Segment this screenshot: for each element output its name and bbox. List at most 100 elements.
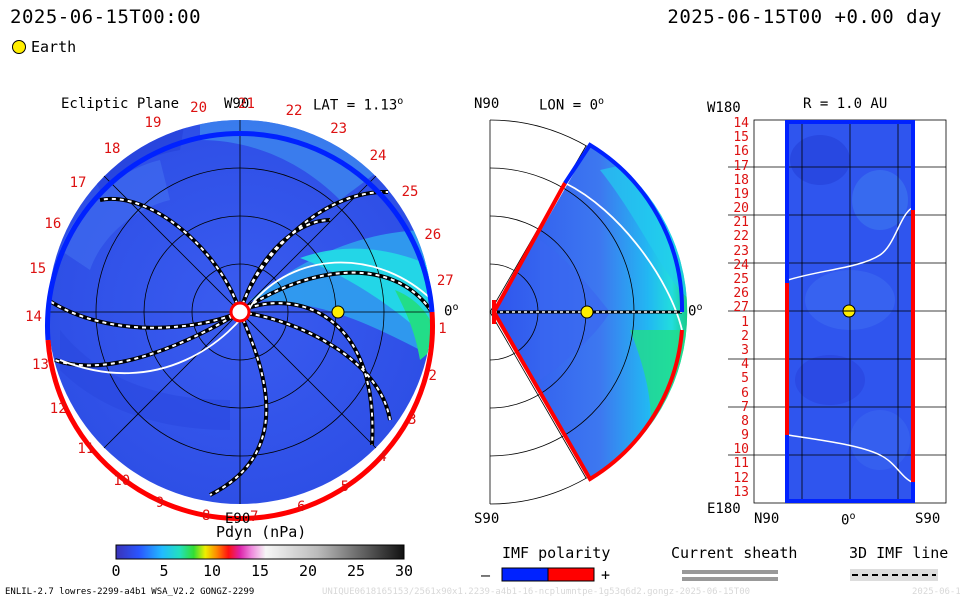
radial-bottom-left-label: E180 <box>707 501 741 517</box>
ecliptic-bottom-label: E90 <box>225 511 251 527</box>
ecliptic-top-label: W90 <box>224 96 250 112</box>
ecliptic-tick-13: 13 <box>32 356 49 373</box>
ecliptic-tick-7: 7 <box>250 509 259 526</box>
ecliptic-tick-10: 10 <box>113 472 131 489</box>
ecliptic-tick-8: 8 <box>201 507 211 524</box>
radial-bottom-south: S90 <box>915 511 941 527</box>
ecliptic-tick-20: 20 <box>190 100 207 117</box>
ecliptic-lat-label: LAT = 1.13o <box>313 96 404 114</box>
ecliptic-tick-1: 1 <box>438 321 447 338</box>
imf-polarity-plus: + <box>601 566 611 584</box>
footer-run-date: 2025-06-1 <box>912 587 960 597</box>
radial-row-tick-23: 23 <box>733 243 749 259</box>
radial-title: R = 1.0 AU <box>803 96 888 112</box>
ecliptic-tick-26: 26 <box>424 226 442 243</box>
ecliptic-tick-4: 4 <box>378 449 387 466</box>
radial-row-tick-12: 12 <box>733 470 749 486</box>
ecliptic-negative-boundary <box>45 131 435 341</box>
ecliptic-current-sheath <box>59 261 433 375</box>
ecliptic-tick-15: 15 <box>29 261 47 278</box>
colorbar-tick-25: 25 <box>347 562 366 580</box>
radial-row-tick-19: 19 <box>733 186 749 202</box>
ecliptic-tick-22: 22 <box>285 103 303 120</box>
radial-row-tick-15: 15 <box>733 130 749 146</box>
radial-row-tick-21: 21 <box>733 215 749 231</box>
meridional-earth-marker <box>580 305 594 319</box>
radial-bottom-center: 0o <box>841 511 856 529</box>
imf-polarity-minus: – <box>481 566 491 584</box>
left-datetime: 2025-06-15T00:00 <box>10 6 202 28</box>
radial-row-tick-18: 18 <box>733 172 749 188</box>
meridional-upper-pos-edge <box>492 182 567 313</box>
radial-top-left-label: W180 <box>707 100 741 116</box>
radial-row-tick-3: 3 <box>741 342 749 358</box>
ecliptic-earth-marker <box>331 305 345 319</box>
ecliptic-imf-lines <box>46 189 434 497</box>
meridional-top-label: N90 <box>474 96 500 112</box>
footer-run-id: UNIQUE0618165153/2561x90x1.2239-a4b1-16-… <box>322 587 751 597</box>
ecliptic-tick-18: 18 <box>103 140 121 157</box>
colorbar-title: Pdyn (nPa) <box>216 523 307 541</box>
colorbar-tick-30: 30 <box>395 562 414 580</box>
ecliptic-tick-17: 17 <box>69 174 87 191</box>
meridional-right-label: 0o <box>688 302 703 320</box>
earth-legend-label: Earth <box>31 38 77 56</box>
ecliptic-tick-27: 27 <box>436 272 454 289</box>
ecliptic-positive-boundary <box>45 311 435 521</box>
radial-row-tick-16: 16 <box>733 144 749 160</box>
radial-row-tick-13: 13 <box>733 484 749 500</box>
ecliptic-tick-25: 25 <box>401 184 419 201</box>
meridional-lon-label: LON = 0o <box>539 96 605 114</box>
sun-marker <box>229 301 251 323</box>
colorbar-tick-0: 0 <box>111 562 121 580</box>
current-sheath-title: Current sheath <box>671 544 798 562</box>
meridional-bottom-label: S90 <box>474 511 500 527</box>
current-sheath-swatch-bottom <box>682 577 778 581</box>
colorbar-tick-15: 15 <box>251 562 270 580</box>
meridional-plot <box>489 119 688 505</box>
radial-row-tick-7: 7 <box>741 399 749 415</box>
footer-model-info: ENLIL-2.7 lowres-2299-a4b1 WSA_V2.2 GONG… <box>5 587 255 597</box>
radial-row-tick-1: 1 <box>741 314 749 330</box>
ecliptic-title: Ecliptic Plane <box>61 96 180 112</box>
ecliptic-right-label: 0o <box>444 302 459 320</box>
pdyn-colorbar <box>115 544 405 560</box>
ecliptic-tick-12: 12 <box>49 401 67 418</box>
radial-row-tick-4: 4 <box>741 357 749 373</box>
colorbar-tick-5: 5 <box>159 562 169 580</box>
right-datetime: 2025-06-15T00 +0.00 day <box>667 6 942 28</box>
radial-bottom-north: N90 <box>754 511 780 527</box>
ecliptic-tick-16: 16 <box>44 215 62 232</box>
meridional-pos-edge <box>492 311 684 482</box>
ecliptic-tick-5: 5 <box>340 479 350 496</box>
ecliptic-tick-14: 14 <box>25 309 42 326</box>
imf-negative-swatch <box>501 567 549 582</box>
ecliptic-tick-3: 3 <box>408 411 417 428</box>
earth-legend-marker <box>12 40 26 54</box>
radial-map <box>728 119 947 504</box>
ecliptic-tick-21: 21 <box>238 96 255 113</box>
ecliptic-tick-23: 23 <box>330 120 348 137</box>
radial-row-tick-5: 5 <box>741 371 749 387</box>
imf-line-title: 3D IMF line <box>849 544 949 562</box>
radial-row-tick-6: 6 <box>741 385 749 401</box>
ecliptic-tick-2: 2 <box>428 368 437 385</box>
radial-row-tick-14: 14 <box>733 116 749 131</box>
ecliptic-tick-19: 19 <box>144 115 162 132</box>
radial-row-tick-2: 2 <box>741 328 749 344</box>
radial-sheath-north <box>787 207 913 281</box>
radial-row-tick-9: 9 <box>741 428 749 444</box>
radial-row-tick-20: 20 <box>733 201 749 217</box>
radial-row-tick-17: 17 <box>733 158 749 174</box>
imf-positive-swatch <box>547 567 595 582</box>
radial-row-tick-27: 27 <box>733 300 749 316</box>
radial-row-tick-22: 22 <box>733 229 749 245</box>
imf-polarity-title: IMF polarity <box>502 544 611 562</box>
ecliptic-tick-11: 11 <box>77 440 95 457</box>
radial-row-tick-25: 25 <box>733 272 749 288</box>
current-sheath-swatch-top <box>682 570 778 574</box>
radial-row-tick-8: 8 <box>741 413 749 429</box>
radial-row-tick-10: 10 <box>733 442 749 458</box>
ecliptic-plot <box>45 120 435 521</box>
